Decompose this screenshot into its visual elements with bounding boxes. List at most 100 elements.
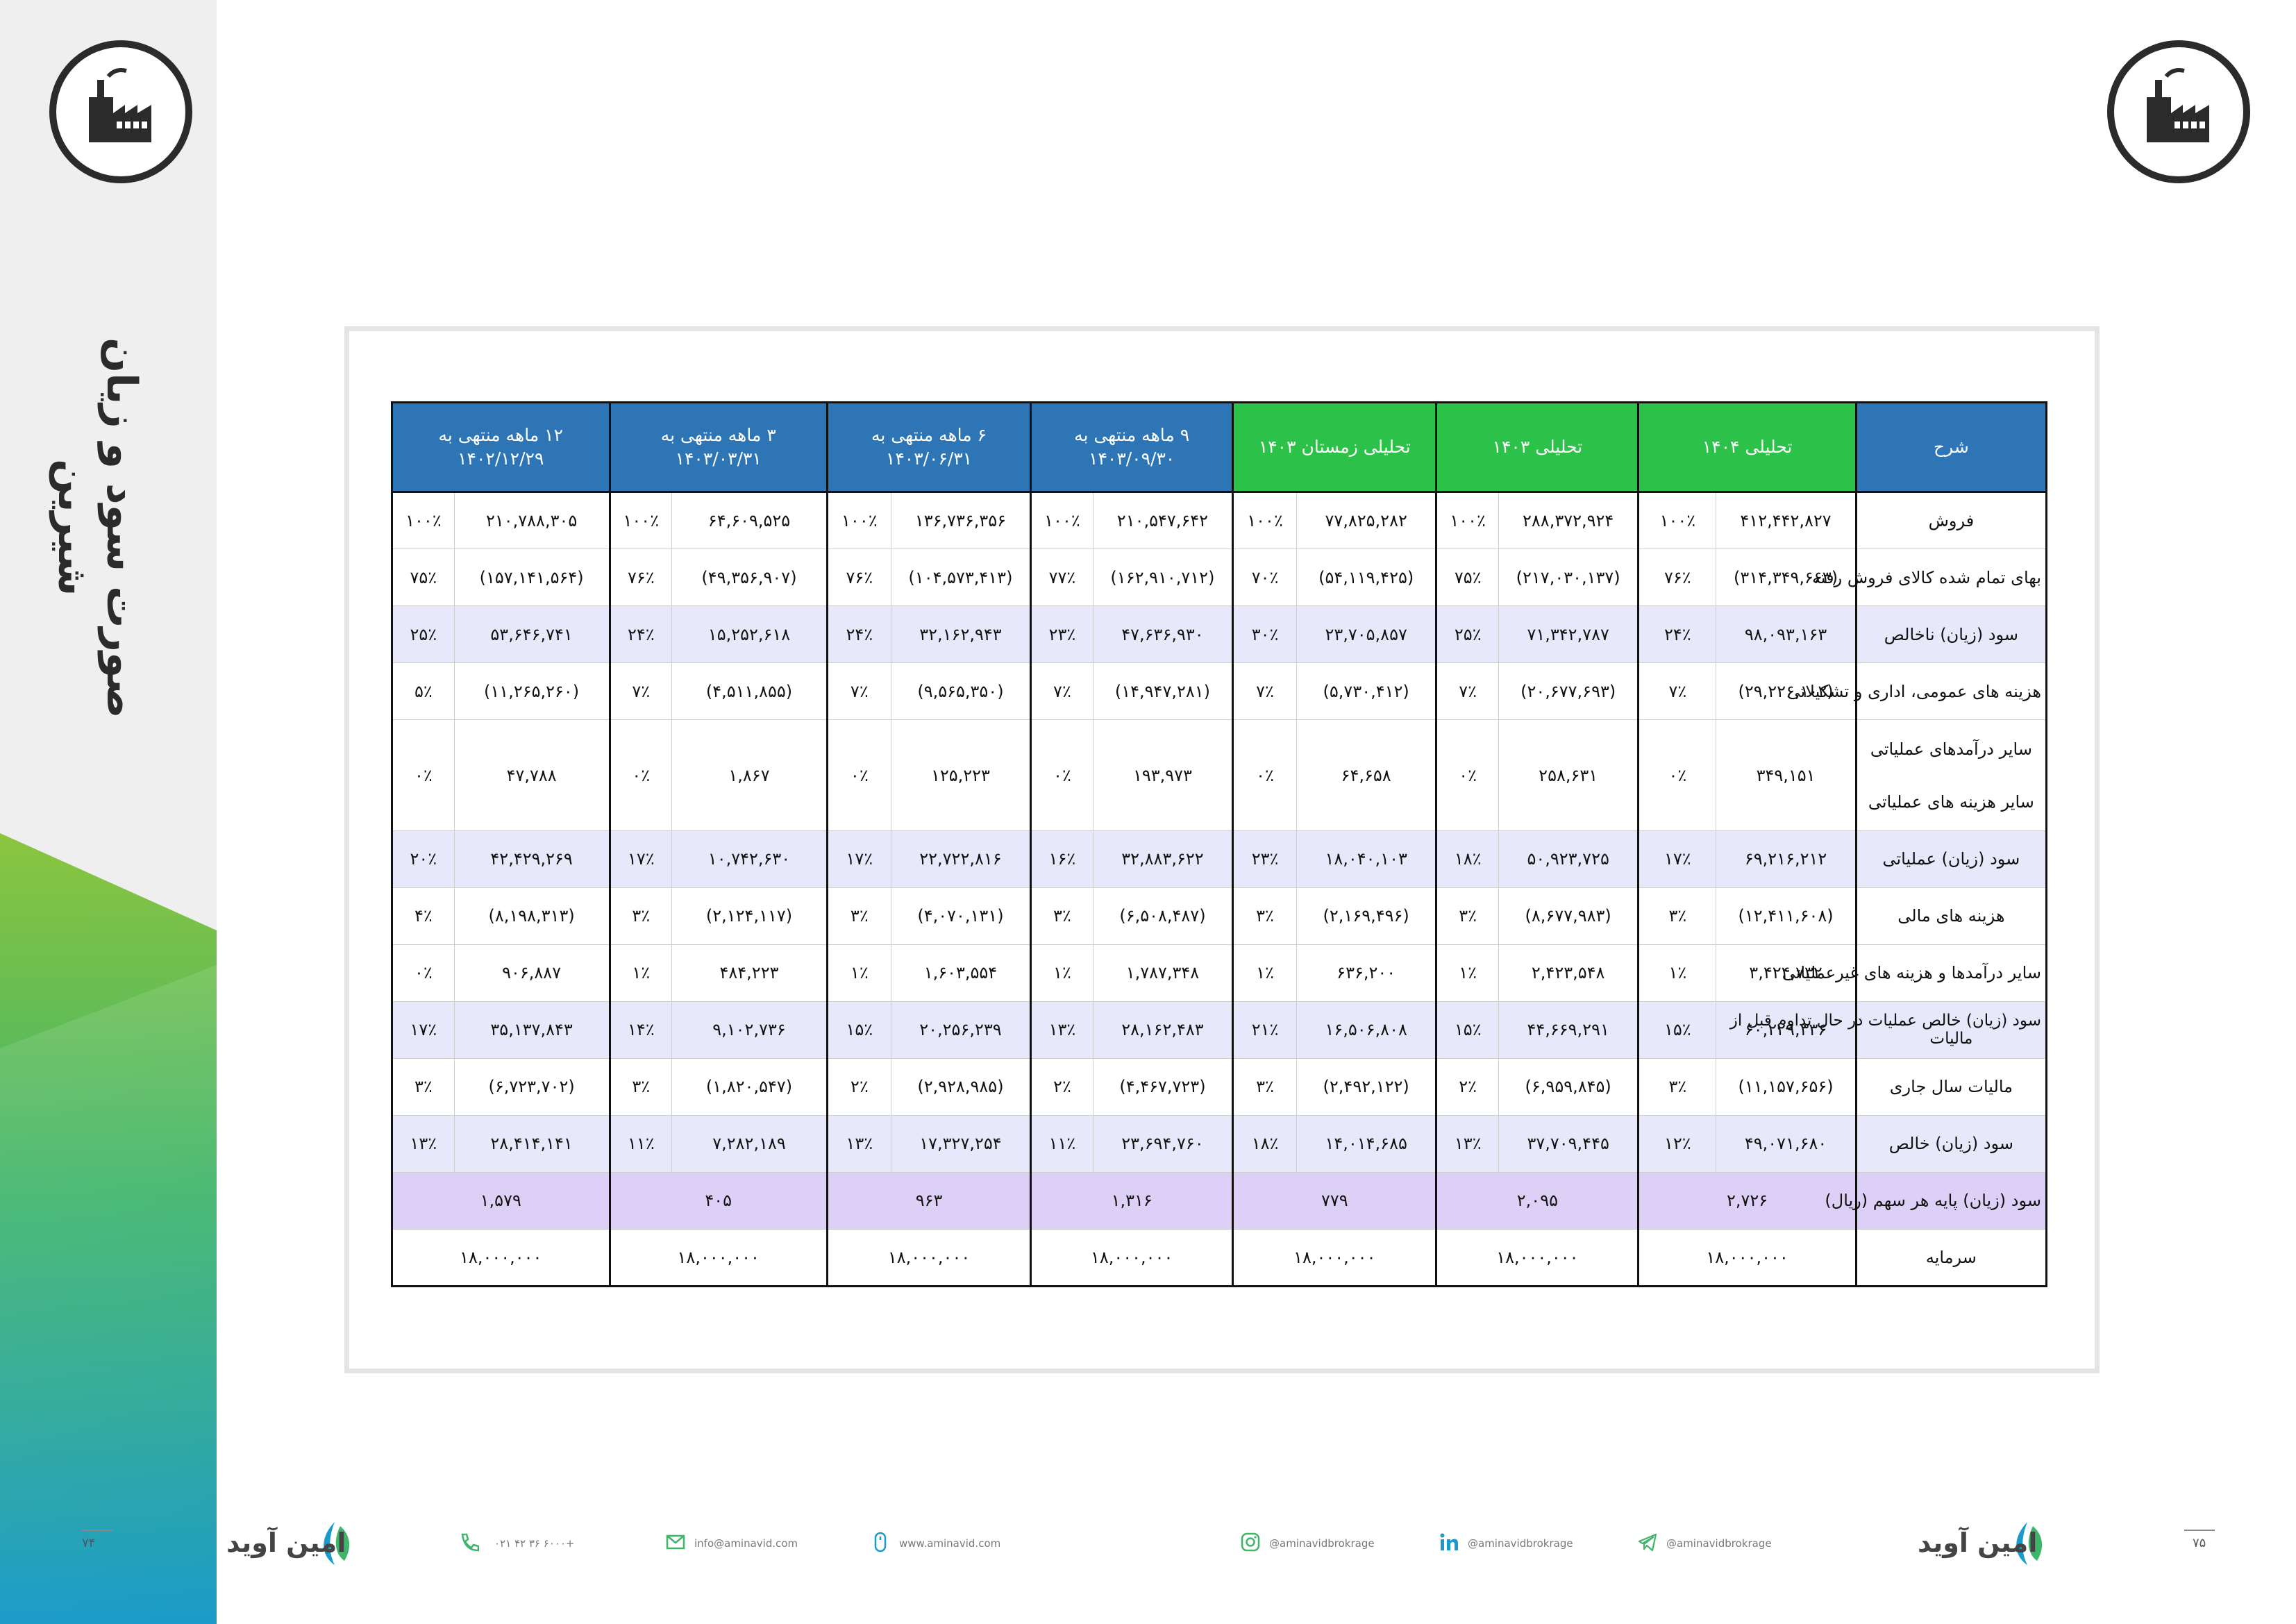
cell-percent: ۲۱٪ bbox=[1232, 1001, 1297, 1059]
cell-percent: ۳٪ bbox=[1030, 887, 1093, 945]
row-label-secondary: سایر هزینه های عملیاتی bbox=[1868, 792, 2034, 812]
cell-percent: ۱٪ bbox=[1030, 944, 1093, 1002]
row-label: فروش bbox=[1928, 511, 1975, 531]
cell-value: (۴۹,۳۵۶,۹۰۷) bbox=[671, 549, 828, 607]
cell-value: ۳۲,۸۸۳,۶۲۲ bbox=[1092, 830, 1234, 888]
cell-percent: ۰٪ bbox=[1232, 719, 1297, 831]
cell-value: ۷۱,۳۴۲,۷۸۷ bbox=[1498, 605, 1639, 664]
cell-value: (۱۰۴,۵۷۳,۴۱۳) bbox=[890, 549, 1032, 607]
cell-percent: ۳٪ bbox=[391, 1057, 455, 1116]
cell-percent: ۲۵٪ bbox=[391, 605, 455, 664]
phone-number[interactable]: ۰۲۱ ۴۲ ۳۶ ۶۰۰۰+ bbox=[494, 1537, 575, 1550]
row-description: بهای تمام شده کالای فروش رفته bbox=[1812, 549, 2047, 607]
cell-value: (۱۲,۴۱۱,۶۰۸) bbox=[1716, 887, 1857, 945]
cell-percent: ۱٪ bbox=[608, 944, 673, 1002]
cell-value: ۷۷,۸۲۵,۲۸۲ bbox=[1296, 492, 1437, 550]
table-header-row: شرح تحلیلی ۱۴۰۴ تحلیلی ۱۴۰۳ تحلیلی زمستان ۱… bbox=[391, 401, 2047, 494]
cell-value: ۱۸,۰۰۰,۰۰۰ bbox=[1030, 1228, 1234, 1287]
telegram-handle[interactable]: @aminavidbrokrage bbox=[1666, 1537, 1772, 1550]
page-number-left: ۷۴ bbox=[82, 1536, 96, 1550]
cell-percent: ۱۳٪ bbox=[826, 1114, 891, 1173]
linkedin-handle[interactable]: @aminavidbrokrage bbox=[1468, 1537, 1573, 1550]
cell-value: ۲۳,۷۰۵,۸۵۷ bbox=[1296, 605, 1437, 664]
cell-value: ۲۸۸,۳۷۲,۹۲۴ bbox=[1498, 492, 1639, 550]
cell-percent: ۱۳٪ bbox=[1435, 1114, 1499, 1173]
row-label-secondary: مالیات bbox=[1929, 1030, 1973, 1048]
cell-value: ۲۲,۷۲۲,۸۱۶ bbox=[890, 830, 1032, 888]
row-description: سرمایه bbox=[1854, 1228, 2047, 1287]
column-header-date: ۱۴۰۲/۱۲/۲۹ bbox=[458, 449, 544, 469]
column-header-label: تحلیلی ۱۴۰۴ bbox=[1702, 437, 1793, 458]
row-description: سود (زیان) خالص عملیات در حال تداوم قبل … bbox=[1730, 1001, 2047, 1059]
income-statement-table: شرح تحلیلی ۱۴۰۴ تحلیلی ۱۴۰۳ تحلیلی زمستان ۱… bbox=[391, 401, 2047, 1287]
cell-percent: ۱۰۰٪ bbox=[608, 492, 673, 550]
row-description: هزینه های مالی bbox=[1854, 887, 2047, 945]
cell-value: (۸,۱۹۸,۳۱۳) bbox=[453, 887, 610, 945]
cell-percent: ۰٪ bbox=[1030, 719, 1093, 831]
sidebar-gradient-overlay bbox=[0, 965, 217, 1624]
cell-value: ۶۰,۲۲۹,۳۳۶ bbox=[1716, 1001, 1857, 1059]
cell-percent: ۳٪ bbox=[1637, 1057, 1717, 1116]
cell-percent: ۱۶٪ bbox=[1030, 830, 1093, 888]
cell-value: ۱,۷۸۷,۳۴۸ bbox=[1092, 944, 1234, 1002]
cell-percent: ۱۷٪ bbox=[391, 1001, 455, 1059]
mouse-icon bbox=[874, 1532, 887, 1552]
linkedin-icon bbox=[1440, 1533, 1458, 1550]
factory-icon bbox=[2107, 40, 2250, 183]
cell-percent: ۷٪ bbox=[1435, 662, 1499, 721]
cell-value: ۴۲,۴۲۹,۲۶۹ bbox=[453, 830, 610, 888]
cell-value: (۴,۵۱۱,۸۵۵) bbox=[671, 662, 828, 721]
cell-percent: ۷۶٪ bbox=[826, 549, 891, 607]
telegram-icon bbox=[1638, 1533, 1657, 1552]
cell-percent: ۴٪ bbox=[391, 887, 455, 945]
cell-value: ۳۷,۷۰۹,۴۴۵ bbox=[1498, 1114, 1639, 1173]
cell-value: ۱,۳۱۶ bbox=[1030, 1171, 1234, 1230]
cell-percent: ۱۰۰٪ bbox=[391, 492, 455, 550]
website-link[interactable]: www.aminavid.com bbox=[899, 1537, 1001, 1550]
cell-percent: ۲٪ bbox=[1030, 1057, 1093, 1116]
cell-value: ۵۳,۶۴۶,۷۴۱ bbox=[453, 605, 610, 664]
column-header-label: شرح bbox=[1933, 437, 1969, 458]
cell-value: ۲۸,۱۶۲,۴۸۳ bbox=[1092, 1001, 1234, 1059]
cell-value: ۷,۲۸۲,۱۸۹ bbox=[671, 1114, 828, 1173]
brand-logo-icon bbox=[324, 1522, 350, 1565]
capital-row: سرمایه ۱۸,۰۰۰,۰۰۰ ۱۸,۰۰۰,۰۰۰ ۱۸,۰۰۰,۰۰۰ ۱۸,۰… bbox=[391, 1228, 2047, 1287]
cell-percent: ۰٪ bbox=[391, 944, 455, 1002]
cell-percent: ۱۱٪ bbox=[608, 1114, 673, 1173]
cell-value: (۹,۵۶۵,۳۵۰) bbox=[890, 662, 1032, 721]
column-header: تحلیلی ۱۴۰۴ bbox=[1637, 401, 1857, 494]
cell-value: ۱۸,۰۰۰,۰۰۰ bbox=[826, 1228, 1032, 1287]
cell-value: (۱۵۷,۱۴۱,۵۶۴) bbox=[453, 549, 610, 607]
cell-value: ۱۳۶,۷۳۶,۳۵۶ bbox=[890, 492, 1032, 550]
cell-value: ۶۹,۲۱۶,۲۱۲ bbox=[1716, 830, 1857, 888]
cell-percent: ۷٪ bbox=[1030, 662, 1093, 721]
row-label: مالیات سال جاری bbox=[1889, 1077, 2013, 1097]
cell-value: ۶۳۶,۲۰۰ bbox=[1296, 944, 1437, 1002]
cell-value: (۲,۱۶۹,۴۹۶) bbox=[1296, 887, 1437, 945]
cell-value: ۲۵۸,۶۳۱ bbox=[1498, 719, 1639, 831]
instagram-handle[interactable]: @aminavidbrokrage bbox=[1269, 1537, 1375, 1550]
cell-percent: ۱۰۰٪ bbox=[1030, 492, 1093, 550]
page-number-right: ۷۵ bbox=[2193, 1536, 2206, 1550]
cell-percent: ۱٪ bbox=[1232, 944, 1297, 1002]
table-row: سود (زیان) خالص عملیات در حال تداوم قبل … bbox=[391, 1001, 2047, 1059]
cell-value: ۴۷,۶۳۶,۹۳۰ bbox=[1092, 605, 1234, 664]
column-header: ۶ ماهه منتهی به ۱۴۰۳/۰۶/۳۱ bbox=[826, 401, 1032, 494]
column-header: ۱۲ ماهه منتهی به ۱۴۰۲/۱۲/۲۹ bbox=[391, 401, 610, 494]
cell-value: ۱۴,۰۱۴,۶۸۵ bbox=[1296, 1114, 1437, 1173]
cell-value: (۶,۹۵۹,۸۴۵) bbox=[1498, 1057, 1639, 1116]
table-row: فروش ۴۱۲,۴۴۲,۸۲۷ ۱۰۰٪ ۲۸۸,۳۷۲,۹۲۴ ۱۰۰٪ ۷۷,۸۲۵… bbox=[391, 492, 2047, 550]
cell-percent: ۷٪ bbox=[1637, 662, 1717, 721]
column-header-date: ۱۴۰۳/۰۳/۳۱ bbox=[675, 449, 762, 469]
eps-row: سود (زیان) پایه هر سهم (ریال) ۲,۷۲۶ ۲,۰۹۵ ۷… bbox=[391, 1171, 2047, 1230]
cell-percent: ۳٪ bbox=[826, 887, 891, 945]
cell-value: ۱۷,۳۲۷,۲۵۴ bbox=[890, 1114, 1032, 1173]
cell-percent: ۲٪ bbox=[826, 1057, 891, 1116]
row-description: سود (زیان) ناخالص bbox=[1854, 605, 2047, 664]
email-link[interactable]: info@aminavid.com bbox=[694, 1537, 798, 1550]
cell-percent: ۰٪ bbox=[1637, 719, 1717, 831]
cell-value: ۹,۱۰۲,۷۳۶ bbox=[671, 1001, 828, 1059]
cell-value: ۴۸۴,۲۲۳ bbox=[671, 944, 828, 1002]
row-description: سود (زیان) عملیاتی bbox=[1854, 830, 2047, 888]
cell-percent: ۲۳٪ bbox=[1232, 830, 1297, 888]
